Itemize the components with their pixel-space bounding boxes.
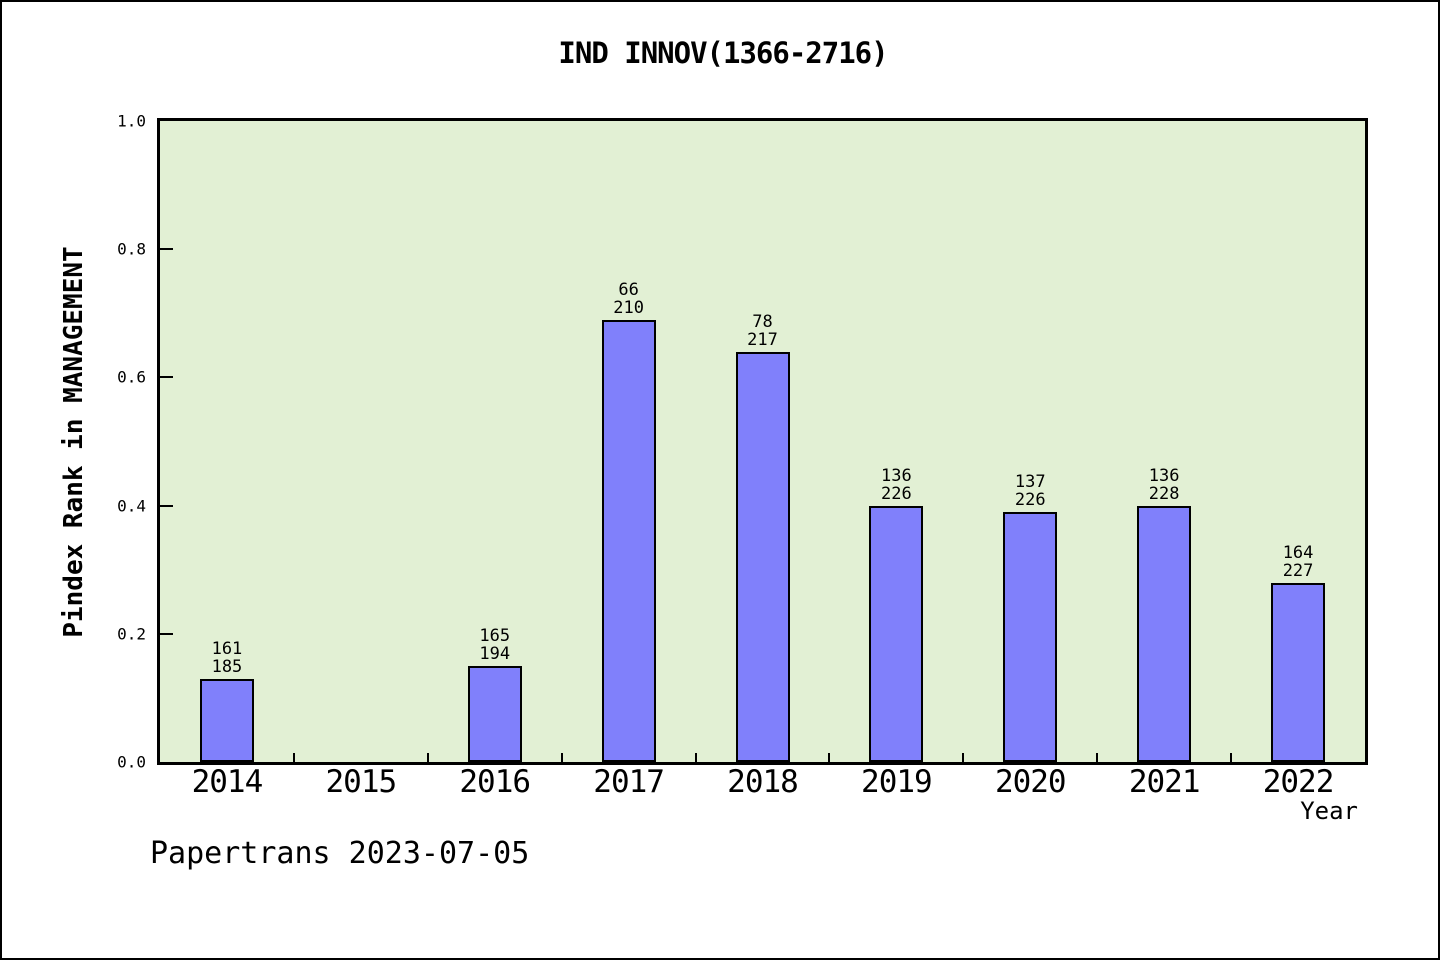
x-tick-label: 2022 [1262,764,1335,800]
footer-text: Papertrans 2023-07-05 [150,836,530,871]
y-tick-label: 0.0 [117,752,146,772]
y-tick [160,504,173,507]
plot-area: 161 185 165 194 66 210 78 217 136 226 137 226 136 228… [157,118,1368,765]
y-tick-label: 0.2 [117,624,146,644]
y-axis-title: Pindex Rank in MANAGEMENT [59,246,89,638]
x-tick-label: 2020 [994,764,1067,800]
bar-value-line1: 164 [1282,543,1314,563]
bar-value-line1: 136 [1148,466,1180,486]
bar-value-line1: 78 [752,312,773,332]
bar-value-label: 137 226 [1015,473,1046,509]
y-tick-label: 0.8 [117,239,146,259]
x-tick [694,753,697,762]
x-tick-label: 2014 [191,764,264,800]
bar-value-label: 136 228 [1149,467,1180,503]
bar-value-line2: 228 [1148,484,1180,504]
x-tick-label: 2021 [1128,764,1201,800]
bar [199,679,254,762]
bar-value-label: 78 217 [747,313,778,349]
x-tick [560,753,563,762]
bar [1137,506,1192,762]
y-tick-label: 0.6 [117,367,146,387]
x-tick [426,753,429,762]
bar-value-line1: 161 [211,639,243,659]
bar-value-label: 66 210 [613,281,644,317]
x-tick-label: 2016 [459,764,531,800]
bar [601,320,656,762]
bar-value-line2: 185 [211,657,243,677]
bar-value-line1: 137 [1014,472,1046,492]
x-tick [1230,753,1233,762]
x-tick-label: 2017 [593,764,665,800]
bar-value-line2: 194 [479,644,511,664]
bar [1271,583,1326,762]
bar-value-line1: 66 [618,280,639,300]
x-tick-label: 2019 [861,764,933,800]
y-tick [160,632,173,635]
x-tick [292,753,295,762]
bar-value-line1: 165 [479,626,511,646]
bar-value-label: 136 226 [881,467,912,503]
bar-value-line2: 226 [881,484,912,504]
bar [467,666,522,762]
x-tick [962,753,965,762]
x-tick [1096,753,1099,762]
bar-value-line2: 210 [613,298,644,318]
y-tick-label: 0.4 [117,496,146,516]
y-tick [160,248,173,251]
bar-value-label: 164 227 [1283,544,1314,580]
x-axis-title: Year [1300,797,1358,825]
bar-value-line2: 226 [1014,490,1046,510]
chart-title: IND INNOV(1366-2716) [558,36,888,70]
bar-value-label: 161 185 [212,640,243,676]
bar-value-line2: 217 [747,330,778,350]
x-tick [828,753,831,762]
y-tick [160,376,173,379]
x-tick-label: 2018 [727,764,799,800]
bar-value-line1: 136 [881,466,912,486]
x-tick-label: 2015 [325,764,398,800]
bar [735,352,790,762]
bar [869,506,924,762]
y-tick-label: 1.0 [117,111,146,131]
bar [1003,512,1058,762]
bar-value-line2: 227 [1282,561,1314,581]
bar-value-label: 165 194 [479,627,510,663]
